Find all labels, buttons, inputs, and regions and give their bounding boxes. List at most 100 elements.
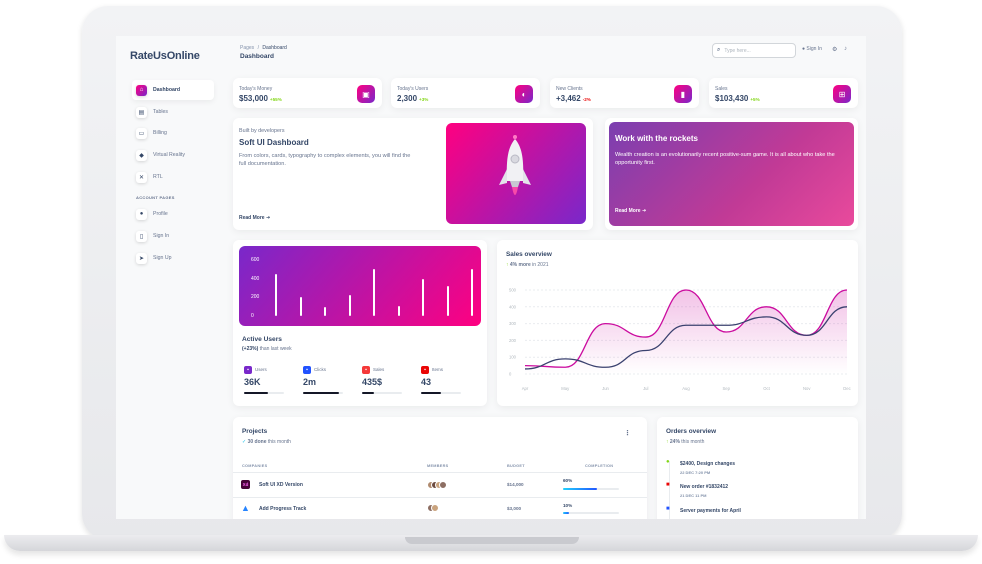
search-icon: ⌕ (717, 47, 721, 53)
metric-progress-fill (421, 392, 441, 394)
project-budget: $3,000 (507, 506, 522, 511)
active-users-subtitle: (+23%) than last week (242, 346, 292, 352)
more-vertical-icon[interactable]: ⋮ (624, 430, 631, 437)
table-divider (233, 497, 647, 498)
series-line (524, 306, 848, 370)
orders-title: Orders overview (666, 428, 717, 435)
box-icon: ◆ (136, 149, 147, 161)
sidebar-item-tables[interactable]: ▤ Tables (132, 102, 214, 122)
office-icon: ▤ (136, 106, 147, 118)
orders-subtitle: ↑ 24% this month (666, 439, 705, 445)
check-icon: ✓ (242, 439, 247, 445)
account-pages-heading: ACCOUNT PAGES (136, 195, 175, 200)
stat-label: Sales (715, 86, 728, 92)
cart-icon: ■ (666, 506, 670, 512)
col-completion: COMPLETION (585, 464, 614, 468)
x-tick-label: Oct (763, 386, 770, 391)
active-users-title: Active Users (242, 336, 282, 343)
stat-card-clients: New Clients +3,462 -2% ▮ (550, 78, 699, 108)
sidebar-item-profile[interactable]: ● Profile (132, 204, 214, 224)
sidebar-item-sign-up[interactable]: ➤ Sign Up (132, 248, 214, 268)
rocket-illustration (446, 123, 586, 224)
sidebar-item-rtl[interactable]: ✕ RTL (132, 167, 214, 187)
sidebar-item-virtual-reality[interactable]: ◆ Virtual Reality (132, 145, 214, 165)
breadcrumb-separator: / (257, 45, 259, 51)
metric-label: Items (432, 367, 444, 372)
projects-title: Projects (242, 428, 268, 435)
sidebar-item-billing[interactable]: ▭ Billing (132, 123, 214, 143)
search-field[interactable]: ⌕ Type here... (712, 43, 796, 58)
click-icon: ▪ (303, 366, 311, 374)
timeline-date: 21 DEC 11 PM (680, 493, 707, 498)
spaceship-icon: ➤ (136, 252, 147, 264)
chart-bar (446, 286, 449, 316)
metric-progress-fill (362, 392, 374, 394)
metric-progress-fill (303, 392, 339, 394)
metric-progress-fill (244, 392, 268, 394)
stat-card-sales: Sales $103,430 +5% ⊞ (709, 78, 858, 108)
projects-subtitle: ✓ 30 done this month (242, 439, 291, 445)
project-name: Soft UI XD Version (259, 482, 303, 488)
x-tick-label: Dec (843, 386, 850, 391)
x-tick-label: Jul (643, 386, 648, 391)
document-icon: ▮ (674, 85, 692, 103)
settings-icon: ✕ (136, 171, 147, 183)
y-tick-label: 0 (251, 313, 254, 319)
stat-label: New Clients (556, 86, 583, 92)
sidebar-item-label: Virtual Reality (153, 152, 185, 158)
col-budget: BUDGET (507, 464, 525, 468)
stat-change: -2% (582, 97, 591, 102)
arrow-up-icon: ↑ (506, 262, 509, 268)
laptop-notch (405, 537, 579, 544)
document-icon: ▯ (136, 230, 147, 242)
y-tick-label: 0 (509, 372, 512, 377)
y-tick-label: 100 (509, 355, 517, 360)
sales-overview-card: Sales overview ↑ 4% more in 2021 500 400 3… (497, 240, 858, 406)
timeline-title: $2400, Design changes (680, 461, 736, 467)
y-tick-label: 400 (509, 304, 517, 309)
x-tick-label: Jun (602, 386, 609, 391)
completion-bar (563, 488, 619, 490)
timeline-date: 22 DEC 7:20 PM (680, 470, 711, 475)
project-name: Add Progress Track (259, 506, 307, 512)
x-tick-label: Apr (522, 386, 529, 391)
search-input[interactable]: Type here... (724, 47, 751, 54)
chart-bar (348, 295, 351, 316)
rockets-read-more-link[interactable]: Read More ➜ (615, 208, 647, 214)
project-completion: 10% (563, 503, 573, 508)
user-icon: ● (136, 208, 147, 220)
sidebar-item-dashboard[interactable]: ⌂ Dashboard (132, 80, 214, 100)
cart-icon: ▪ (362, 366, 370, 374)
bell-icon[interactable]: ♪ (844, 46, 847, 52)
rockets-title: Work with the rockets (615, 134, 698, 143)
sidebar-item-label: Billing (153, 130, 167, 136)
money-icon: ▣ (357, 85, 375, 103)
metric-label: Clicks (314, 367, 326, 372)
sign-in-link[interactable]: ● Sign In (802, 46, 822, 52)
series-area (525, 290, 847, 374)
y-tick-label: 200 (251, 294, 260, 301)
arrow-right-icon: ➜ (641, 208, 647, 214)
sidebar-item-sign-in[interactable]: ▯ Sign In (132, 226, 214, 246)
active-users-chart: 600 400 200 0 (239, 246, 481, 326)
chart-bar (397, 305, 400, 316)
project-budget: $14,000 (507, 482, 524, 487)
breadcrumb-parent[interactable]: Pages (240, 45, 255, 51)
sidebar-item-label: Dashboard (153, 87, 181, 93)
x-tick-label: Aug (682, 386, 690, 391)
brand-logo[interactable]: RateUsOnline (130, 50, 200, 62)
project-completion: 60% (563, 478, 573, 483)
cart-icon: ⊞ (833, 85, 851, 103)
gear-icon[interactable]: ⚙ (832, 47, 838, 53)
user-icon: ● (802, 46, 806, 52)
metric-value: 2m (303, 377, 317, 387)
chart-bar (324, 306, 327, 316)
breadcrumb: Pages / Dashboard (240, 45, 287, 51)
builder-card: Built by developers Soft UI Dashboard Fr… (233, 118, 593, 230)
chart-bar (422, 278, 425, 316)
builder-read-more-link[interactable]: Read More ➜ (239, 215, 271, 221)
metric-value: 43 (421, 377, 432, 387)
chart-bar (299, 297, 302, 316)
stat-value: $103,430 +5% (715, 94, 760, 103)
completion-fill (563, 512, 569, 514)
